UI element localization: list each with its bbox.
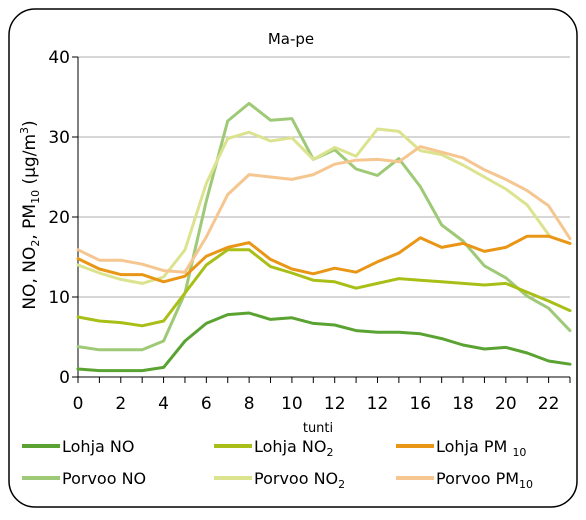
x-tick-label: 6 — [201, 394, 212, 414]
legend-label-sub: 2 — [338, 478, 345, 491]
x-tick-label: 18 — [452, 394, 474, 414]
x-tick-label: 22 — [538, 394, 560, 414]
y-axis-label-part: NO, NO — [20, 247, 40, 310]
x-tick-label: 8 — [244, 394, 255, 414]
legend-label-main: Lohja PM — [436, 437, 512, 456]
y-axis-label-part: ) — [20, 120, 40, 127]
y-tick-label: 40 — [48, 48, 70, 68]
x-tick-label: 20 — [495, 394, 517, 414]
legend-label-lohja-no2: Lohja NO2 — [254, 437, 333, 459]
legend-label-main: Lohja NO — [254, 437, 326, 456]
y-axis-label-sub: 10 — [29, 190, 42, 204]
legend-label-lohja-pm10: Lohja PM 10 — [436, 437, 526, 459]
y-tick-label: 20 — [48, 208, 70, 228]
y-axis-label-sub: 2 — [29, 240, 42, 247]
x-tick-label: 16 — [409, 394, 431, 414]
y-tick-label: 10 — [48, 288, 70, 308]
legend-label-porvoo-no: Porvoo NO — [62, 469, 146, 488]
x-tick-label: 2 — [115, 394, 126, 414]
y-axis-label-part: , PM — [20, 204, 40, 240]
y-tick-label: 0 — [59, 368, 70, 388]
legend-label-lohja-no: Lohja NO — [62, 437, 134, 456]
series-lines — [76, 101, 572, 373]
x-tick-label: 10 — [281, 394, 303, 414]
legend-label-porvoo-pm10: Porvoo PM10 — [436, 469, 533, 491]
y-axis-label: NO, NO2, PM10 (μg/m3) — [18, 120, 42, 309]
y-tick-label: 30 — [48, 128, 70, 148]
legend-label-porvoo-no2: Porvoo NO2 — [254, 469, 345, 491]
legend-label-sub: 10 — [512, 446, 526, 459]
y-axis-label-sup: 3 — [18, 127, 31, 134]
x-tick-label: 12 — [324, 394, 346, 414]
x-ticks: 0 2 4 6 8 10 12 12 16 18 20 22 — [73, 377, 571, 414]
legend-label-sub: 2 — [326, 446, 333, 459]
y-ticks: 0 10 20 30 40 — [48, 48, 78, 388]
x-axis-label: tunti — [303, 421, 333, 436]
legend-label-main: Porvoo NO — [62, 469, 146, 488]
y-axis-label-part: (μg/m — [20, 134, 40, 190]
chart-border — [8, 8, 578, 508]
legend-label-sub: 10 — [519, 478, 533, 491]
x-tick-label: 0 — [73, 394, 84, 414]
series-line-porvoo-pm10 — [76, 145, 572, 274]
legend-label-main: Porvoo NO — [254, 469, 338, 488]
chart-title: Ma-pe — [268, 30, 314, 48]
gridlines — [78, 56, 570, 298]
series-line-lohja-no2 — [76, 248, 572, 328]
series-line-lohja-no — [76, 311, 572, 373]
x-tick-label: 4 — [158, 394, 169, 414]
legend-label-main: Porvoo PM — [436, 469, 519, 488]
legend-label-main: Lohja NO — [62, 437, 134, 456]
x-tick-label: 12 — [367, 394, 389, 414]
series-line-lohja-pm10 — [76, 234, 572, 284]
